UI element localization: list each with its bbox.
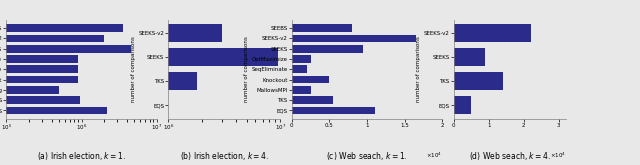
Text: (b) Irish election, $k = 4$.: (b) Irish election, $k = 4$. [180, 150, 269, 162]
Bar [292, 96, 333, 104]
Bar [0, 66, 78, 73]
Bar [292, 45, 364, 53]
Bar [454, 72, 503, 90]
Text: (a) Irish election, $k = 1$.: (a) Irish election, $k = 1$. [37, 150, 126, 162]
Y-axis label: number of comparisons: number of comparisons [244, 36, 249, 102]
Bar [454, 48, 485, 66]
Bar [0, 24, 122, 32]
Y-axis label: number of comparisons: number of comparisons [131, 36, 136, 102]
Bar [292, 35, 416, 42]
Bar [0, 24, 221, 42]
Bar [0, 72, 197, 90]
Bar [292, 107, 374, 114]
Bar [0, 55, 78, 63]
Y-axis label: number of comparisons: number of comparisons [416, 36, 421, 102]
Bar [292, 86, 310, 94]
Text: $\times10^4$: $\times10^4$ [426, 150, 442, 160]
Bar [292, 24, 352, 32]
Bar [292, 66, 307, 73]
Text: $\times10^4$: $\times10^4$ [550, 150, 566, 160]
Bar [0, 45, 131, 53]
Bar [0, 86, 59, 94]
Bar [454, 24, 531, 42]
Bar [0, 107, 108, 114]
Bar [0, 48, 278, 66]
Bar [292, 55, 310, 63]
Bar [454, 96, 471, 114]
Bar [0, 96, 163, 114]
Bar [0, 96, 80, 104]
Bar [0, 35, 104, 42]
Text: (d) Web seach, $k = 4$.: (d) Web seach, $k = 4$. [468, 150, 551, 162]
Bar [0, 76, 78, 83]
Bar [292, 76, 330, 83]
Text: (c) Web seach, $k = 1$.: (c) Web seach, $k = 1$. [326, 150, 408, 162]
